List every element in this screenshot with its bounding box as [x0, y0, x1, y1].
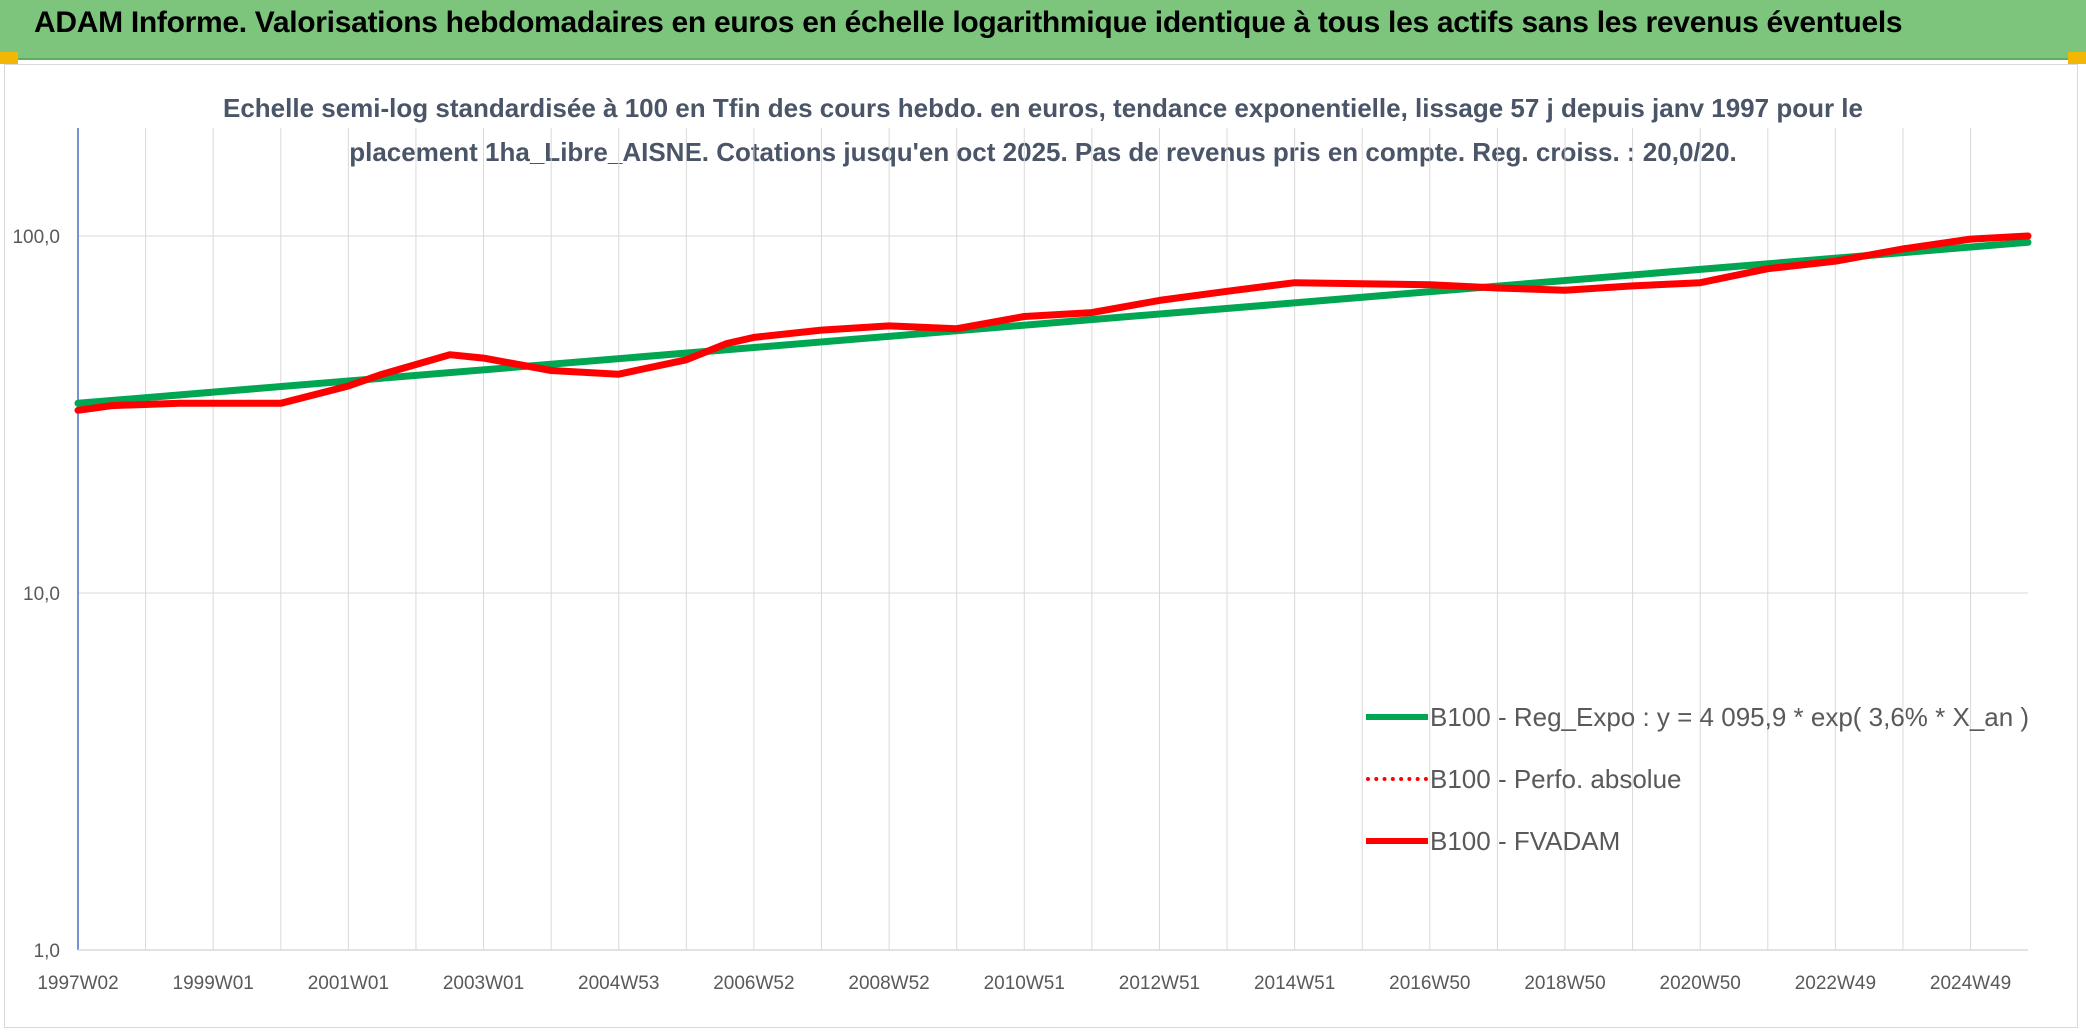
chart-area [4, 64, 2078, 1028]
legend-item-perfo-absolue: B100 - Perfo. absolue [1366, 748, 2029, 810]
y-tick-label: 1,0 [34, 941, 60, 962]
legend-item-reg-expo: B100 - Reg_Expo : y = 4 095,9 * exp( 3,6… [1366, 686, 2029, 748]
legend-swatch-red-line [1366, 838, 1428, 844]
x-tick-label: 2018W50 [1524, 973, 1605, 994]
x-tick-label: 2003W01 [443, 973, 524, 994]
x-tick-label: 2016W50 [1389, 973, 1470, 994]
chart-title-line-2: placement 1ha_Libre_AISNE. Cotations jus… [349, 137, 1737, 167]
x-tick-label: 2022W49 [1795, 973, 1876, 994]
title-banner: ADAM Informe. Valorisations hebdomadaire… [0, 0, 2086, 60]
x-tick-label: 1997W02 [37, 973, 118, 994]
chart-title: Echelle semi-log standardisée à 100 en T… [0, 86, 2086, 174]
legend-item-fvadam: B100 - FVADAM [1366, 810, 2029, 872]
corner-accent-left [0, 52, 18, 64]
x-tick-label: 2014W51 [1254, 973, 1335, 994]
x-tick-label: 2024W49 [1930, 973, 2011, 994]
x-tick-label: 2008W52 [848, 973, 929, 994]
legend-swatch-dotted-red-line [1366, 777, 1428, 781]
series-line-reg-expo [74, 238, 2032, 407]
y-tick-label: 100,0 [12, 227, 60, 248]
legend-swatch-green-line [1366, 714, 1428, 720]
legend-label-fvadam: B100 - FVADAM [1430, 825, 1621, 856]
x-tick-label: 2004W53 [578, 973, 659, 994]
chart-legend: B100 - Reg_Expo : y = 4 095,9 * exp( 3,6… [1366, 686, 2029, 872]
series-line-fvadam [74, 232, 2032, 414]
chart-title-line-1: Echelle semi-log standardisée à 100 en T… [222, 93, 1863, 123]
banner-title: ADAM Informe. Valorisations hebdomadaire… [34, 6, 1903, 39]
x-tick-label: 2001W01 [308, 973, 389, 994]
x-tick-label: 2020W50 [1660, 973, 1741, 994]
x-tick-label: 2010W51 [984, 973, 1065, 994]
corner-accent-right [2068, 52, 2086, 64]
x-tick-label: 1999W01 [173, 973, 254, 994]
y-tick-label: 10,0 [23, 584, 60, 605]
x-tick-label: 2012W51 [1119, 973, 1200, 994]
x-tick-label: 2006W52 [713, 973, 794, 994]
legend-label-perfo-absolue: B100 - Perfo. absolue [1430, 763, 1682, 794]
legend-label-reg-expo: B100 - Reg_Expo : y = 4 095,9 * exp( 3,6… [1430, 701, 2030, 732]
